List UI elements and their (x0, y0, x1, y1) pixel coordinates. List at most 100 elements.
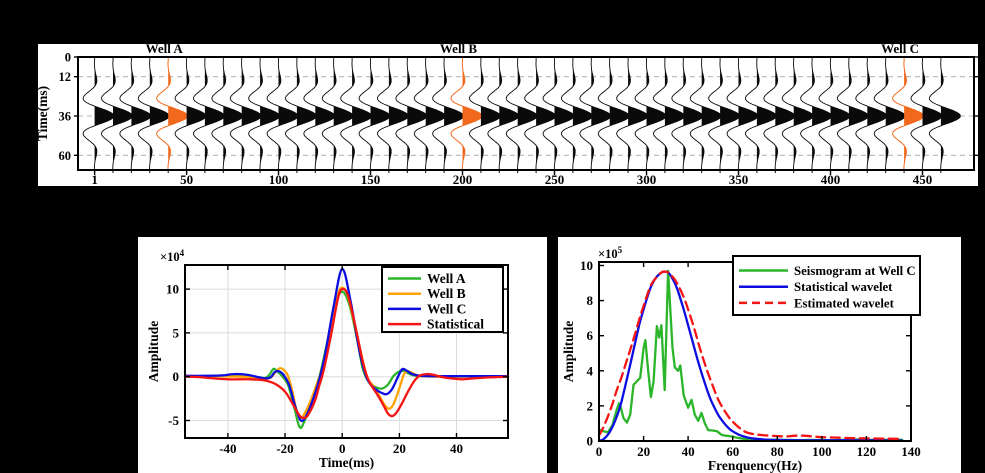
trace-line (211, 57, 244, 170)
y-tick-label: -5 (168, 413, 179, 428)
trace-line (119, 57, 152, 170)
trace-fill (186, 57, 207, 170)
x-axis-label: Frenquency(Hz) (708, 458, 802, 473)
trace-line (524, 57, 557, 170)
trace-line (469, 57, 501, 170)
x-tick-label: 20 (393, 441, 406, 456)
trace-fill (425, 57, 446, 170)
trace-fill (94, 57, 115, 170)
legend-label: Estimated wavelet (794, 296, 895, 310)
trace-fill (536, 57, 556, 170)
trace-line (836, 57, 869, 170)
trace-fill (572, 57, 593, 170)
trace-line (597, 57, 630, 170)
trace-line (634, 57, 667, 170)
trace-line (928, 57, 961, 170)
trace-line (910, 57, 943, 170)
legend-label: Well A (427, 271, 466, 286)
x-tick-label: 450 (913, 172, 933, 186)
wavelet-svg: -40 -20 0 20 40 -5 0 5 10 Time(ms) Amplitude ×104 We… (146, 248, 510, 470)
trace-fill (591, 57, 611, 170)
x-tick-label: 0 (596, 444, 603, 459)
trace-fill (628, 57, 648, 170)
trace-line (377, 57, 409, 170)
y-tick-label: 8 (587, 293, 594, 308)
trace-fill (204, 57, 225, 170)
y-tick-label: 12 (59, 70, 72, 84)
x-tick-label: 300 (637, 172, 657, 186)
legend-label: Well C (427, 301, 466, 316)
highlighted-trace-line (450, 57, 483, 170)
trace-fill (315, 57, 335, 170)
trace-fill (241, 57, 262, 170)
trace-line (340, 57, 373, 170)
y-axis-label: Amplitude (146, 321, 161, 383)
trace-line (321, 57, 354, 170)
trace-line (855, 57, 888, 170)
y-axis-label: Amplitude (561, 321, 576, 383)
trace-line (101, 57, 133, 170)
trace-fill (867, 57, 887, 170)
trace-line (616, 57, 649, 170)
trace-line (579, 57, 612, 170)
x-tick-label: 40 (682, 444, 695, 459)
spectrum-svg: 0 20 40 60 80 100 120 140 0 2 4 6 8 10 Frenquency(Hz) A… (561, 245, 921, 473)
x-tick-label: 20 (637, 444, 650, 459)
spectrum-panel: 0 20 40 60 80 100 120 140 0 2 4 6 8 10 Frenquency(Hz) A… (558, 237, 961, 473)
trace-fill (388, 57, 409, 170)
trace-fill (370, 57, 390, 170)
trace-fill (848, 57, 869, 170)
trace-line (395, 57, 428, 170)
trace-line (266, 57, 299, 170)
trace-line (432, 57, 465, 170)
trace-fill (407, 57, 427, 170)
trace-fill (444, 57, 464, 170)
y-axis-label: Time(ms) (38, 86, 50, 141)
axis-scale-label: ×105 (598, 245, 623, 261)
trace-line (763, 57, 796, 170)
trace-line (873, 57, 906, 170)
trace-fill (793, 57, 814, 170)
x-tick-label: 50 (180, 172, 193, 186)
y-tick-label: 10 (166, 282, 179, 297)
x-tick-label: 1 (91, 172, 98, 186)
trace-line (487, 57, 520, 170)
trace-line (708, 57, 741, 170)
trace-fill (738, 57, 758, 170)
legend-label: Well B (427, 286, 466, 301)
y-tick-label: 0 (587, 434, 594, 449)
trace-line (285, 57, 317, 170)
seismic-panel: 0 12 36 60 1 50 100 150 200 250 300 350 400 450 Well A… (38, 44, 978, 186)
trace-fill (922, 57, 942, 170)
trace-line (818, 57, 851, 170)
x-tick-label: 80 (771, 444, 784, 459)
legend-label: Statistical (427, 317, 484, 332)
x-tick-label: 400 (821, 172, 841, 186)
series-well-c (183, 267, 510, 423)
x-tick-label: 60 (726, 444, 739, 459)
trace-fill (940, 57, 961, 170)
trace-line (413, 57, 446, 170)
y-tick-label: 36 (59, 110, 72, 124)
x-tick-label: 200 (453, 172, 473, 186)
trace-fill (646, 57, 666, 170)
x-axis-label: Time(ms) (319, 455, 374, 470)
trace-line (358, 57, 391, 170)
trace-line (137, 57, 170, 170)
trace-fill (278, 57, 298, 170)
trace-line (82, 57, 115, 170)
x-tick-label: 100 (269, 172, 289, 186)
trace-line (744, 57, 777, 170)
trace-fill (830, 57, 850, 170)
trace-line (800, 57, 833, 170)
x-tick-label: 120 (857, 444, 877, 459)
highlighted-trace-fill (168, 57, 188, 170)
trace-fill (775, 57, 795, 170)
y-tick-label: 0 (65, 51, 71, 65)
trace-line (781, 57, 814, 170)
trace-fill (333, 57, 354, 170)
x-tick-label: 150 (361, 172, 381, 186)
trace-fill (517, 57, 538, 170)
plot-box (77, 56, 975, 171)
